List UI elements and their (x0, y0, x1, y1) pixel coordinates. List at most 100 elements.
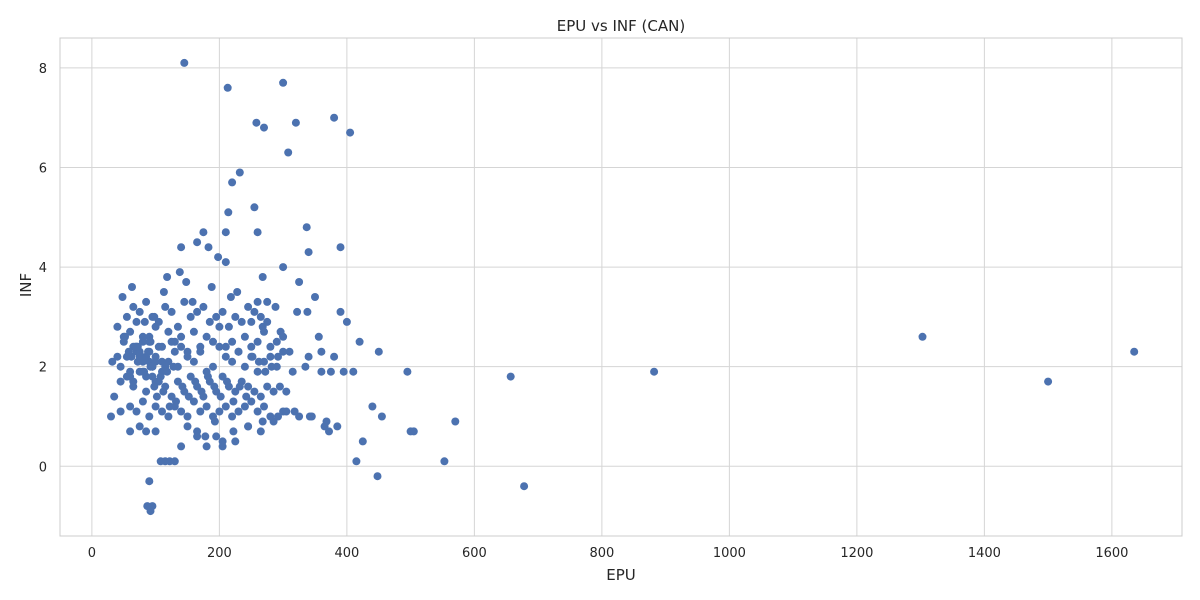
data-point (520, 482, 529, 491)
data-point (132, 407, 141, 416)
data-point (267, 362, 276, 371)
data-point (165, 402, 174, 411)
data-point (212, 312, 221, 321)
data-point (317, 367, 326, 376)
data-point (266, 352, 275, 361)
data-point (352, 457, 361, 466)
data-point (358, 437, 367, 446)
x-tick-label: 1400 (968, 546, 1001, 561)
data-point (244, 382, 253, 391)
data-point (152, 392, 161, 401)
data-point (204, 243, 213, 252)
data-point (156, 457, 165, 466)
data-point (314, 332, 323, 341)
data-point (274, 352, 282, 361)
data-point (224, 208, 233, 217)
data-point (216, 392, 225, 401)
data-points (107, 58, 1139, 516)
data-point (228, 357, 237, 366)
data-point (121, 332, 129, 341)
data-point (180, 58, 189, 67)
data-point (146, 337, 155, 346)
data-point (258, 417, 267, 426)
data-point (302, 223, 311, 232)
data-point (151, 402, 160, 411)
data-point (269, 387, 278, 396)
data-point (330, 352, 339, 361)
data-point (374, 347, 383, 356)
data-point (197, 387, 206, 396)
data-point (186, 312, 195, 321)
data-point (223, 83, 232, 92)
data-point (240, 362, 249, 371)
data-point (228, 412, 237, 421)
data-point (247, 397, 256, 406)
data-point (142, 387, 151, 396)
data-point (129, 377, 138, 386)
data-point (215, 322, 224, 331)
data-point (144, 347, 152, 356)
data-point (218, 307, 227, 316)
data-point (279, 332, 288, 341)
data-point (180, 297, 189, 306)
data-point (140, 317, 149, 326)
data-point (256, 312, 265, 321)
data-point (177, 442, 186, 451)
data-point (301, 362, 310, 371)
data-point (506, 372, 515, 381)
data-point (163, 273, 172, 281)
data-point (189, 327, 198, 336)
data-point (193, 307, 202, 316)
data-point (169, 362, 178, 371)
data-point (409, 427, 418, 436)
x-tick-label: 1200 (840, 546, 873, 561)
data-point (207, 283, 216, 291)
data-point (260, 402, 268, 411)
data-point (253, 228, 262, 237)
data-point (247, 342, 256, 351)
data-point (113, 352, 122, 361)
data-point (214, 253, 223, 262)
data-point (150, 312, 159, 321)
data-point (183, 347, 192, 356)
data-point (133, 342, 142, 351)
data-point (274, 412, 282, 421)
data-point (142, 297, 151, 306)
data-point (164, 412, 173, 421)
data-point (263, 297, 272, 306)
data-point (175, 268, 184, 277)
data-point (260, 327, 268, 336)
data-point (263, 382, 272, 391)
data-point (143, 502, 152, 511)
data-point (203, 372, 212, 381)
data-point (250, 203, 259, 212)
data-point (252, 118, 261, 127)
y-tick-label: 8 (39, 62, 47, 77)
y-axis-tick-labels: 0 2 4 6 8 (39, 62, 47, 475)
data-point (304, 352, 313, 361)
data-point (129, 302, 138, 311)
data-point (177, 243, 186, 252)
data-point (177, 332, 186, 341)
data-point (210, 417, 219, 426)
data-point (164, 357, 173, 366)
data-point (170, 347, 179, 356)
data-point (234, 347, 243, 356)
data-point (183, 422, 192, 431)
data-point (263, 317, 272, 326)
data-point (215, 407, 224, 416)
data-point (253, 297, 262, 306)
data-point (235, 382, 244, 391)
data-point (244, 422, 253, 431)
data-point (339, 367, 348, 376)
data-point (293, 307, 302, 316)
x-tick-label: 1000 (713, 546, 746, 561)
data-point (305, 412, 314, 421)
data-point (226, 293, 235, 301)
x-tick-label: 600 (462, 546, 487, 561)
data-point (158, 342, 166, 351)
data-point (201, 432, 210, 441)
data-point (233, 288, 242, 296)
data-point (275, 382, 284, 391)
